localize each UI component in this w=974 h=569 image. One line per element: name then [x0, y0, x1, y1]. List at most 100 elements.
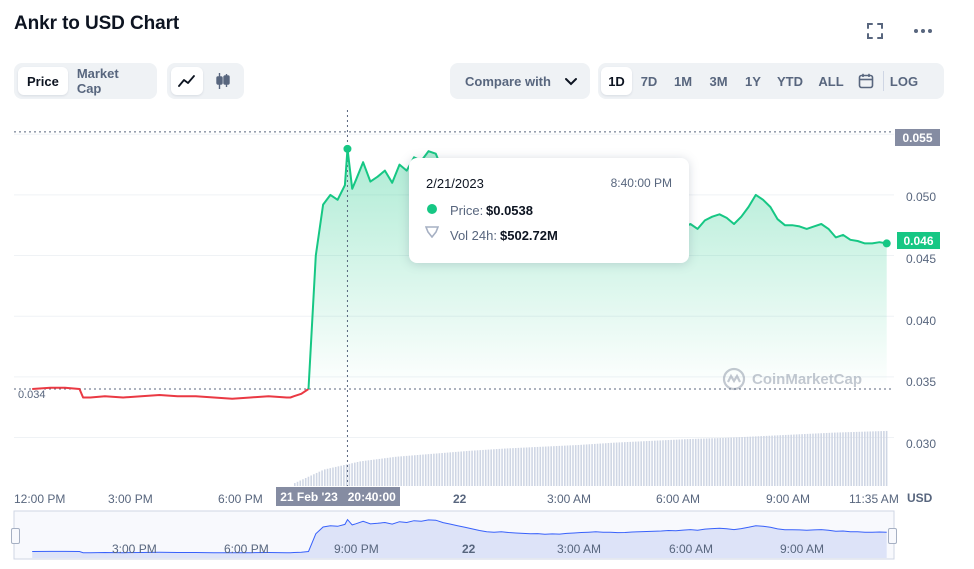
volume-bar [651, 440, 653, 486]
volume-bar [304, 478, 307, 486]
volume-bar [864, 431, 866, 486]
volume-bar [332, 467, 334, 486]
volume-bar [787, 434, 790, 486]
volume-bar [324, 469, 326, 486]
volume-bar [555, 446, 558, 486]
volume-bar [703, 438, 705, 486]
navigator-area [32, 519, 887, 558]
volume-bar [315, 472, 318, 486]
volume-bar [855, 431, 858, 486]
volume-bar [599, 443, 602, 486]
volume-bar [397, 456, 400, 486]
volume-bar [354, 462, 356, 486]
volume-bar [662, 440, 664, 486]
volume-bar [525, 447, 528, 486]
volume-bar [872, 431, 874, 486]
navigator-line [32, 518, 887, 554]
volume-bar [348, 463, 351, 486]
volume-bar [414, 455, 416, 486]
volume-bar [528, 447, 531, 486]
volume-bar [842, 432, 844, 486]
x-tick-label: 3:00 PM [108, 492, 153, 506]
candlestick-chart-button[interactable] [207, 67, 239, 95]
volume-bar [512, 448, 514, 486]
volume-bar [741, 437, 743, 486]
volume-bar [463, 451, 465, 486]
volume-bar [334, 466, 337, 486]
tooltip-price-value: $0.0538 [486, 203, 533, 218]
range-all[interactable]: ALL [818, 73, 844, 89]
compare-with-dropdown[interactable]: Compare with [450, 63, 590, 99]
volume-bar [487, 449, 490, 486]
more-horizontal-icon[interactable] [912, 20, 934, 42]
fullscreen-icon[interactable] [864, 20, 886, 42]
calendar-button[interactable] [851, 67, 881, 95]
volume-bar [774, 435, 776, 486]
range-1m[interactable]: 1M [673, 73, 693, 89]
range-7d[interactable]: 7D [640, 73, 658, 89]
range-3m[interactable]: 3M [709, 73, 728, 89]
tab-market-cap[interactable]: Market Cap [76, 66, 119, 96]
volume-bar [296, 481, 299, 486]
volume-bar [885, 430, 888, 486]
volume-bar [329, 468, 332, 486]
volume-bar [504, 448, 506, 486]
volume-bar [359, 461, 362, 486]
volume-bar [574, 445, 577, 486]
volume-bar [302, 479, 304, 486]
navigator-tick-label: 6:00 AM [669, 542, 714, 556]
volume-bar [874, 431, 877, 486]
x-tick-label: 22 [453, 492, 467, 506]
log-scale-toggle[interactable]: LOG [889, 73, 919, 89]
volume-bar [490, 449, 492, 486]
volume-bar [708, 438, 711, 486]
line-chart-button[interactable] [171, 67, 203, 95]
navigator-tick-label: 6:00 PM [224, 542, 269, 556]
volume-bar [659, 440, 662, 486]
range-1d[interactable]: 1D [601, 67, 632, 95]
volume-bar [820, 433, 822, 486]
tab-price[interactable]: Price [18, 67, 68, 95]
volume-bar [534, 447, 536, 486]
volume-bar [634, 441, 637, 486]
volume-bar [877, 431, 880, 486]
range-1y[interactable]: 1Y [745, 73, 761, 89]
volume-bar [523, 447, 525, 486]
tooltip-price-label: Price: [450, 203, 484, 218]
tooltip-volume-value: $502.72M [500, 228, 558, 243]
volume-bar [656, 440, 659, 486]
volume-bar [825, 432, 828, 486]
volume-bar [514, 448, 517, 486]
navigator-handle-left[interactable] [11, 528, 20, 544]
watermark: CoinMarketCap [722, 367, 862, 391]
volume-bar [645, 441, 648, 486]
navigator-tick-label: 22 [462, 542, 476, 556]
volume-bar [784, 434, 787, 486]
chart-type-tabs: Price Market Cap [14, 63, 157, 99]
volume-bar [591, 444, 593, 486]
volume-bar [501, 448, 503, 486]
volume-bar [422, 454, 424, 486]
volume-bar [678, 439, 681, 486]
volume-bar [444, 452, 446, 486]
x-tick-label: 9:00 AM [766, 492, 811, 506]
volume-bar [670, 439, 672, 486]
volume-bar [558, 445, 561, 486]
volume-bar [539, 446, 542, 486]
volume-bar [632, 441, 634, 486]
navigator-handle-right[interactable] [888, 528, 897, 544]
volume-bar [384, 458, 386, 486]
range-ytd[interactable]: YTD [777, 73, 803, 89]
navigator-tick-label: 3:00 PM [112, 542, 157, 556]
volume-bar [389, 457, 392, 486]
volume-bar [705, 438, 708, 486]
volume-bar [648, 440, 651, 486]
volume-bar [610, 442, 612, 486]
candlestick-icon [216, 73, 230, 89]
volume-bar [299, 480, 302, 486]
volume-bar [375, 459, 378, 486]
volume-bar [667, 440, 670, 486]
volume-bar [572, 445, 574, 486]
volume-bar [814, 433, 817, 486]
volume-bar [381, 458, 383, 486]
